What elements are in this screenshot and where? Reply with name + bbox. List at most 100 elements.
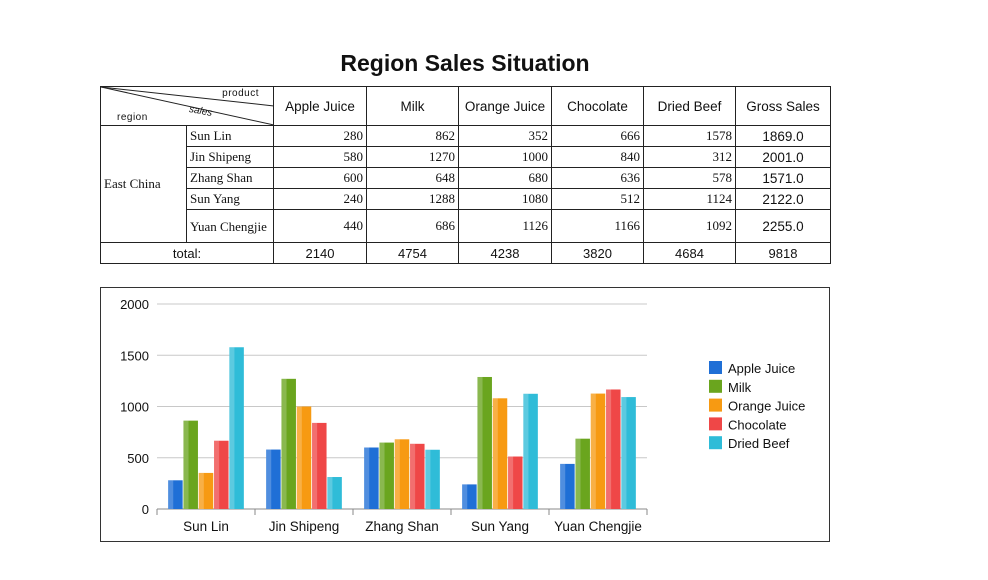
gross-cell: 2255.0 [735, 209, 831, 243]
bar [508, 456, 523, 509]
salesperson-name: Yuan Chengjie [186, 209, 274, 243]
bar-highlight [229, 347, 235, 509]
col-header-gross-sales: Gross Sales [735, 86, 831, 126]
table-cell: 578 [643, 167, 736, 189]
table-cell: 1166 [551, 209, 644, 243]
bar-highlight [523, 393, 529, 509]
bar [229, 347, 244, 509]
bar-highlight [477, 376, 483, 509]
bar [621, 397, 636, 509]
total-cell: 9818 [735, 242, 831, 264]
bar [296, 406, 312, 509]
table-cell: 686 [366, 209, 459, 243]
bar-highlight [183, 420, 189, 509]
table-cell: 352 [458, 125, 552, 147]
bar-highlight [492, 398, 498, 509]
col-header-dried-beef: Dried Beef [643, 86, 736, 126]
bar [312, 422, 327, 509]
table-cell: 580 [273, 146, 367, 168]
region-cell: East China [100, 125, 187, 243]
table-cell: 1080 [458, 188, 552, 210]
salesperson-name: Zhang Shan [186, 167, 274, 189]
table-cell: 1092 [643, 209, 736, 243]
bar-chart-svg: 0 500 1000 1500 2000 Sun Lin Jin Shipeng Zhang … [120, 297, 805, 534]
bar-highlight [364, 447, 370, 509]
bar [477, 376, 492, 509]
salesperson-name: Sun Yang [186, 188, 274, 210]
y-tick-label: 2000 [120, 297, 149, 312]
bar-highlight [575, 438, 581, 509]
bar-highlight [198, 472, 204, 509]
table-cell: 600 [273, 167, 367, 189]
legend-swatch [709, 361, 722, 374]
table-cell: 636 [551, 167, 644, 189]
bar-highlight [560, 463, 566, 509]
total-cell: 4684 [643, 242, 736, 264]
table-cell: 280 [273, 125, 367, 147]
y-tick-label: 1500 [120, 348, 149, 363]
table-cell: 312 [643, 146, 736, 168]
table-row: Sun Yang 240 1288 1080 512 1124 2122.0 [101, 188, 831, 210]
x-tick-label: Jin Shipeng [269, 519, 340, 534]
table-cell: 1000 [458, 146, 552, 168]
table-cell: 440 [273, 209, 367, 243]
bar-highlight [621, 397, 627, 509]
bar [606, 389, 621, 509]
corner-product-label: product [222, 88, 259, 99]
salesperson-name: Sun Lin [186, 125, 274, 147]
corner-region-label: region [117, 112, 148, 123]
bar-highlight [312, 422, 318, 509]
bar [379, 442, 394, 509]
bar-highlight [266, 449, 272, 509]
table-cell: 666 [551, 125, 644, 147]
bar [281, 378, 296, 509]
table-row: Jin Shipeng 580 1270 1000 840 312 2001.0 [101, 146, 831, 168]
bar [394, 439, 410, 509]
table-cell: 1126 [458, 209, 552, 243]
legend-label: Milk [728, 380, 752, 395]
bar-highlight [425, 449, 431, 509]
table-cell: 862 [366, 125, 459, 147]
total-cell: 4238 [458, 242, 552, 264]
table-row: Zhang Shan 600 648 680 636 578 1571.0 [101, 167, 831, 189]
col-header-milk: Milk [366, 86, 459, 126]
page-title: Region Sales Situation [340, 50, 590, 76]
legend-label: Apple Juice [728, 361, 795, 376]
gross-cell: 1869.0 [735, 125, 831, 147]
bar [560, 463, 575, 509]
gross-cell: 2001.0 [735, 146, 831, 168]
bar [492, 398, 508, 509]
bar [214, 440, 229, 509]
table-cell: 840 [551, 146, 644, 168]
legend-swatch [709, 436, 722, 450]
col-header-orange-juice: Orange Juice [458, 86, 552, 126]
bar-highlight [394, 439, 400, 509]
bar-highlight [410, 443, 416, 509]
bar-highlight [327, 477, 333, 509]
bar [410, 443, 425, 509]
bar-highlight [214, 440, 220, 509]
table-cell: 1288 [366, 188, 459, 210]
header-row: product sales region Apple Juice Milk Or… [100, 86, 831, 126]
col-header-chocolate: Chocolate [551, 86, 644, 126]
bar [198, 472, 214, 509]
diagonal-header-cell: product sales region [100, 86, 274, 126]
col-header-apple-juice: Apple Juice [273, 86, 367, 126]
total-cell: 3820 [551, 242, 644, 264]
legend-label: Dried Beef [728, 436, 790, 451]
bar [523, 393, 538, 509]
table-cell: 648 [366, 167, 459, 189]
y-tick-label: 1000 [120, 400, 149, 415]
legend-label: Orange Juice [728, 399, 805, 414]
legend-swatch [709, 417, 722, 431]
bar [462, 484, 477, 509]
sales-table: product sales region Apple Juice Milk Or… [100, 86, 831, 264]
bar [590, 393, 606, 509]
bar [168, 480, 183, 509]
bar-highlight [168, 480, 174, 509]
table-cell: 680 [458, 167, 552, 189]
y-tick-label: 500 [127, 451, 149, 466]
table-cell: 1124 [643, 188, 736, 210]
legend-label: Chocolate [728, 417, 787, 432]
bar [327, 477, 342, 509]
